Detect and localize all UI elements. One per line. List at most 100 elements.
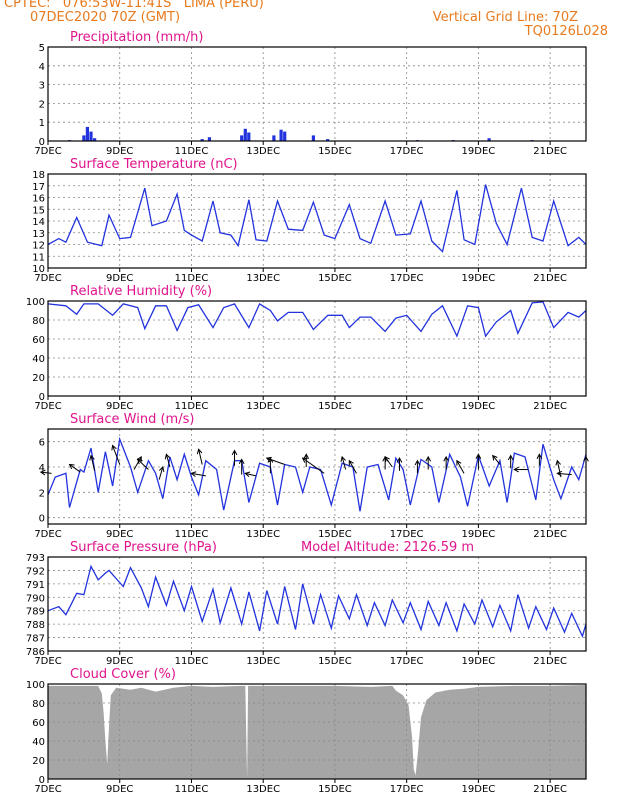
wind-arrow-head xyxy=(301,457,308,463)
rh-title: Relative Humidity (%) xyxy=(70,284,212,299)
cloud-xtick-label: 17DEC xyxy=(390,784,424,795)
wind-arrow-head xyxy=(507,454,514,461)
precip-ytick-label: 5 xyxy=(39,43,45,54)
precip-ytick-label: 1 xyxy=(39,118,45,129)
wind-arrow xyxy=(40,471,52,474)
wind-arrow xyxy=(492,455,501,465)
temp-xtick-label: 15DEC xyxy=(318,273,352,284)
wind-arrow-head xyxy=(238,458,245,465)
pres-xtick-label: 19DEC xyxy=(462,656,496,667)
rh-ytick-label: 60 xyxy=(32,335,45,346)
precip-bar xyxy=(279,129,283,141)
temp-xtick-label: 11DEC xyxy=(175,273,209,284)
temp-ytick-label: 18 xyxy=(32,170,45,181)
precip-bar xyxy=(283,131,287,141)
temp-ytick-label: 12 xyxy=(32,241,45,252)
wind-arrow xyxy=(266,457,285,465)
cloud-ytick-label: 40 xyxy=(32,737,45,748)
precip-ytick-label: 0 xyxy=(39,137,45,148)
header-location: CPTEC: 076:53W-11:41S LIMA (PERU) xyxy=(4,0,264,11)
pres-ytick-label: 788 xyxy=(26,620,45,631)
precip-title: Precipitation (mm/h) xyxy=(70,30,203,45)
wind-arrow xyxy=(165,454,171,468)
wind-xtick-label: 17DEC xyxy=(390,529,424,540)
rh-ytick-label: 80 xyxy=(32,316,45,327)
pres-ytick-label: 792 xyxy=(26,566,45,577)
wind-xtick-label: 15DEC xyxy=(318,529,352,540)
cloud-xtick-label: 9DEC xyxy=(106,784,133,795)
wind-arrow-head xyxy=(190,471,197,477)
precip-bar xyxy=(240,135,244,141)
wind-arrow-head xyxy=(231,449,238,456)
precip-xtick-label: 21DEC xyxy=(533,146,567,157)
temp-title: Surface Temperature (nC) xyxy=(70,157,238,172)
precip-bar xyxy=(272,135,276,141)
temp-ytick-label: 10 xyxy=(32,264,45,275)
rh-ytick-label: 40 xyxy=(32,354,45,365)
pres-note: Model Altitude: 2126.59 m xyxy=(301,540,474,555)
rh-ytick-label: 100 xyxy=(26,297,45,308)
pres-xtick-label: 11DEC xyxy=(175,656,209,667)
pres-ytick-label: 793 xyxy=(26,553,45,564)
temp-xtick-label: 9DEC xyxy=(106,273,133,284)
pres-title: Surface Pressure (hPa) xyxy=(70,540,217,555)
rh-xtick-label: 7DEC xyxy=(34,401,61,412)
temp-xtick-label: 19DEC xyxy=(462,273,496,284)
precip-bar xyxy=(200,139,204,141)
wind-arrow xyxy=(384,456,393,468)
temp-ytick-label: 17 xyxy=(32,182,45,193)
temp-xtick-label: 13DEC xyxy=(246,273,280,284)
cloud-area xyxy=(48,685,586,779)
temp-xtick-label: 7DEC xyxy=(34,273,61,284)
cloud-frame xyxy=(47,683,587,780)
wind-arrow-head xyxy=(158,465,165,472)
wind-ytick-label: 6 xyxy=(39,438,45,449)
wind-arrow-head xyxy=(536,453,543,459)
pres-ytick-label: 786 xyxy=(26,647,45,658)
rh-xtick-label: 9DEC xyxy=(106,401,133,412)
temp-ytick-label: 13 xyxy=(32,229,45,240)
header-grid-line: Vertical Grid Line: 70Z xyxy=(432,10,578,25)
wind-arrow xyxy=(557,472,572,476)
precip-ytick-label: 4 xyxy=(39,62,45,73)
precip-bar xyxy=(93,138,97,141)
wind-title: Surface Wind (m/s) xyxy=(70,412,194,427)
wind-arrow-head xyxy=(111,444,117,451)
pres-xtick-label: 13DEC xyxy=(246,656,280,667)
precip-bar xyxy=(207,137,211,141)
wind-arrow-head xyxy=(89,454,95,461)
pres-ytick-label: 787 xyxy=(26,634,45,645)
wind-arrow xyxy=(556,460,562,478)
temp-ytick-label: 15 xyxy=(32,205,45,216)
temp-series-line xyxy=(47,184,587,253)
pres-xtick-label: 15DEC xyxy=(318,656,352,667)
wind-arrow-head xyxy=(556,470,563,477)
precip-bar xyxy=(243,128,247,141)
temp-ytick-label: 14 xyxy=(32,217,45,228)
pres-ytick-label: 791 xyxy=(26,580,45,591)
pres-xtick-label: 9DEC xyxy=(106,656,133,667)
cloud-ytick-label: 80 xyxy=(32,699,45,710)
header-run-code: TQ0126L028 xyxy=(524,24,608,39)
rh-series-line xyxy=(47,301,587,338)
pres-ytick-label: 789 xyxy=(26,607,45,618)
cloud-title: Cloud Cover (%) xyxy=(70,667,176,682)
rh-xtick-label: 13DEC xyxy=(246,401,280,412)
wind-frame xyxy=(47,428,587,525)
pres-frame xyxy=(47,556,587,652)
wind-xtick-label: 11DEC xyxy=(175,529,209,540)
wind-arrow-head xyxy=(265,456,272,463)
wind-ytick-label: 0 xyxy=(39,514,45,525)
wind-arrow-head xyxy=(513,466,519,473)
precip-xtick-label: 17DEC xyxy=(390,146,424,157)
rh-xtick-label: 19DEC xyxy=(462,401,496,412)
precip-bar xyxy=(326,139,330,141)
wind-series-line xyxy=(47,436,587,512)
wind-xtick-label: 13DEC xyxy=(246,529,280,540)
cloud-ytick-label: 20 xyxy=(32,756,45,767)
wind-arrow-head xyxy=(456,459,462,466)
wind-arrow xyxy=(69,464,81,473)
wind-arrow-head xyxy=(425,455,432,462)
cloud-ytick-label: 100 xyxy=(26,680,45,691)
